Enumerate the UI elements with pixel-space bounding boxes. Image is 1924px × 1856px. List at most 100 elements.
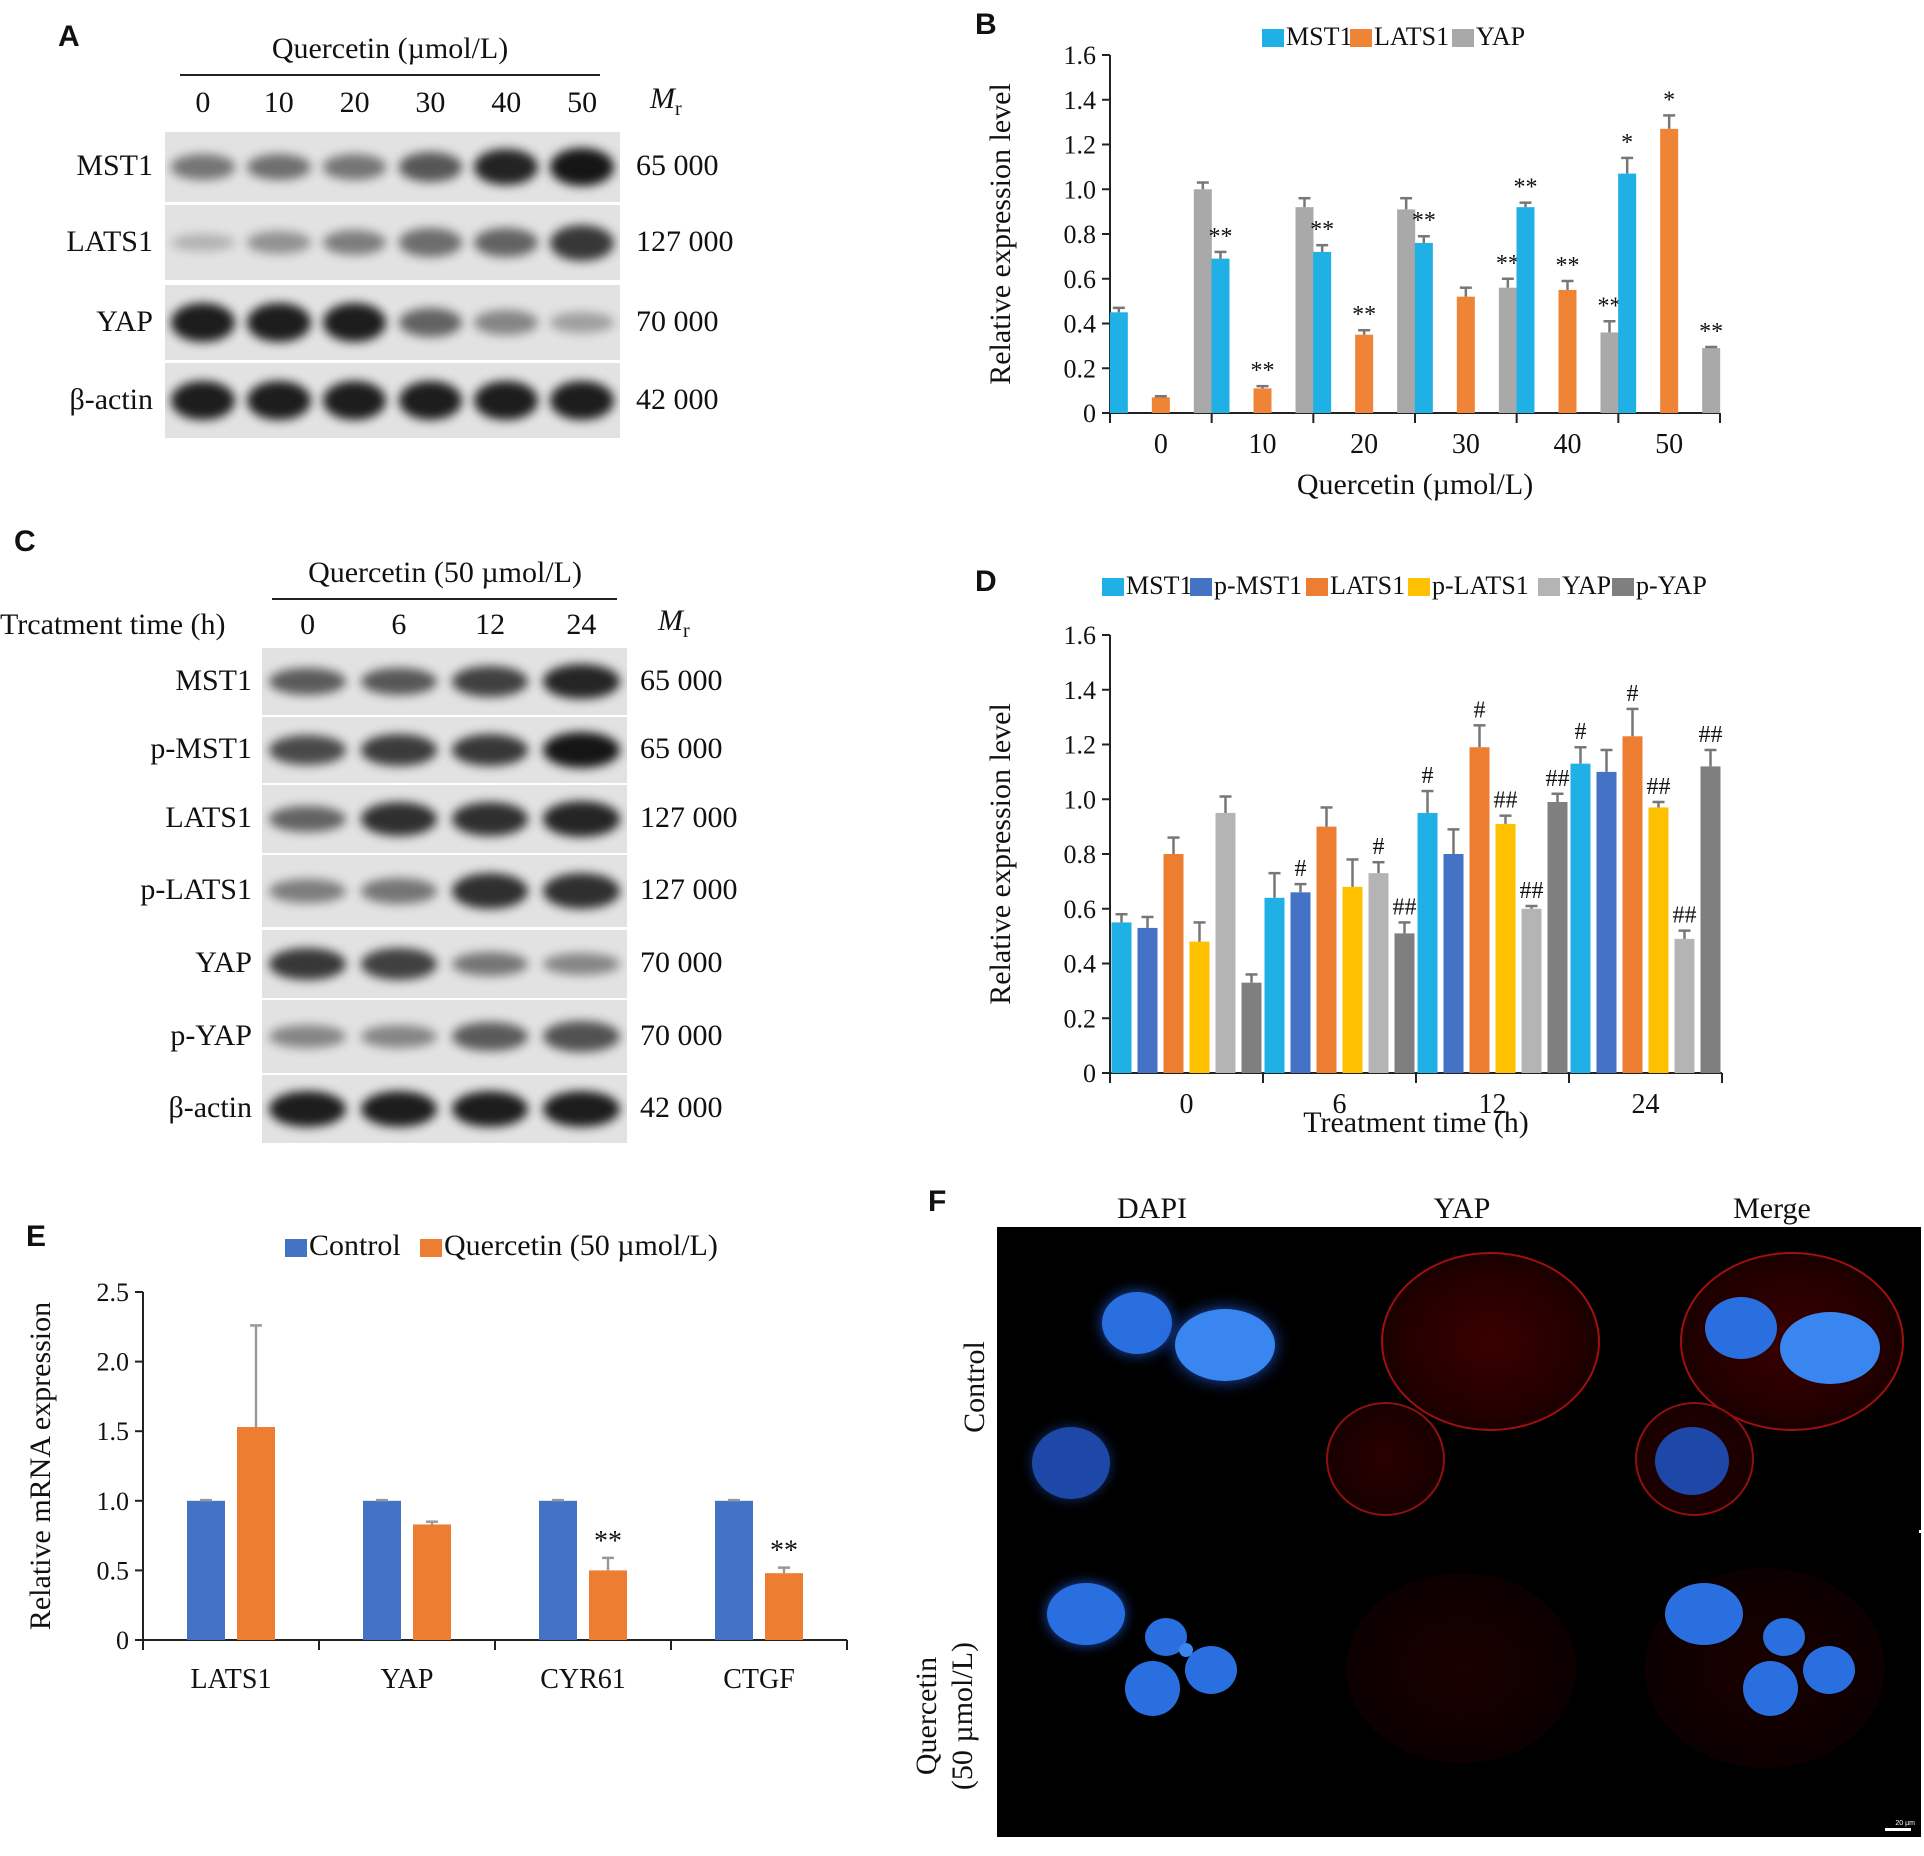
wb-c-mw-label: 65 000 xyxy=(640,663,723,697)
significance-mark: ** xyxy=(1352,302,1376,328)
wb-c-band xyxy=(543,664,620,699)
wb-a-band xyxy=(550,147,614,187)
bar-mst1 xyxy=(1417,812,1438,1073)
y-tick-label: 1.0 xyxy=(1064,785,1097,814)
bar-yap xyxy=(1215,812,1236,1073)
nucleus xyxy=(1655,1427,1729,1495)
x-tick-label: 0 xyxy=(1180,1089,1194,1120)
wb-c-band xyxy=(451,734,529,766)
blot-c-mr-label: Mr xyxy=(658,604,690,642)
legend-swatch xyxy=(420,1239,442,1257)
significance-mark: ## xyxy=(1647,774,1671,800)
wb-a-band xyxy=(398,380,463,421)
wb-a-mw-label: 65 000 xyxy=(636,149,719,182)
bar-quercetin-50-mol-l- xyxy=(765,1573,803,1640)
bar-p-lats1 xyxy=(1189,941,1210,1073)
significance-mark: * xyxy=(1663,87,1675,113)
wb-a-mw-label: 70 000 xyxy=(636,304,719,338)
significance-mark: ## xyxy=(1393,894,1417,920)
wb-c-band xyxy=(269,878,346,904)
nucleus xyxy=(1665,1583,1743,1645)
blot-c-title-underline xyxy=(272,598,617,600)
wb-c-band xyxy=(451,666,529,697)
x-tick-label: 0 xyxy=(1154,429,1168,460)
y-tick-label: 1.5 xyxy=(97,1417,130,1446)
wb-c-row-label: p-LATS1 xyxy=(140,873,252,906)
bar-yap xyxy=(1295,207,1314,413)
chart-d: 00.20.40.60.81.01.21.41.60 6####12#######… xyxy=(984,571,1723,1139)
wb-a-band xyxy=(398,152,463,182)
x-tick-label: 12 xyxy=(1479,1089,1507,1120)
legend-label: LATS1 xyxy=(1374,22,1449,51)
cell-quercetin-yap xyxy=(1306,1533,1612,1837)
x-tick-label: CYR61 xyxy=(540,1664,626,1695)
wb-a-blot-strip xyxy=(165,205,620,280)
y-tick-label: 0.4 xyxy=(1064,310,1097,339)
legend-swatch xyxy=(1190,578,1212,596)
cell-quercetin-dapi xyxy=(997,1533,1303,1837)
wb-c-band xyxy=(543,953,620,975)
wb-c-band xyxy=(269,947,346,981)
wb-a-blot-strip xyxy=(165,285,620,360)
significance-mark: ** xyxy=(1514,175,1538,201)
wb-a-band xyxy=(246,231,311,254)
wb-c-band xyxy=(543,1090,620,1128)
row-label-control: Control xyxy=(958,1341,991,1433)
nucleus xyxy=(1763,1618,1805,1656)
wb-c-band xyxy=(543,801,620,837)
wb-c-band xyxy=(360,1024,438,1049)
wb-a-band xyxy=(171,233,235,252)
nucleus xyxy=(1803,1646,1855,1694)
significance-mark: ** xyxy=(1209,224,1233,250)
wb-a-lane-label: 10 xyxy=(263,86,294,119)
bar-lats1 xyxy=(1316,826,1337,1073)
microscopy-grid: 20 µm xyxy=(997,1227,1921,1837)
legend-label: YAP xyxy=(1562,571,1611,600)
wb-c-row-label: p-YAP xyxy=(170,1018,252,1052)
wb-c-band xyxy=(360,1090,438,1128)
wb-c-lane-label: 6 xyxy=(391,608,407,641)
bar-yap xyxy=(1193,189,1212,413)
legend-swatch xyxy=(1350,29,1372,47)
wb-a-band xyxy=(246,302,311,343)
significance-mark: ** xyxy=(1556,253,1580,279)
bar-p-mst1 xyxy=(1443,854,1464,1073)
y-tick-label: 0 xyxy=(1083,399,1096,428)
panel-label-d: D xyxy=(975,565,997,598)
bar-p-mst1 xyxy=(1290,892,1311,1073)
microscopy-panel-f: DAPI YAP Merge Control Quercetin (50 µmol… xyxy=(910,1180,1921,1840)
significance-mark: ## xyxy=(1546,766,1570,792)
y-tick-label: 0 xyxy=(1083,1059,1096,1088)
nucleus xyxy=(1032,1427,1110,1499)
blot-c-time-label: Trcatment time (h) xyxy=(0,608,226,641)
blot-c-title: Quercetin (50 µmol/L) xyxy=(308,556,582,589)
bar-control xyxy=(363,1500,401,1640)
bar-p-mst1 xyxy=(1137,927,1158,1073)
wb-a-band xyxy=(322,229,387,256)
y-tick-label: 1.4 xyxy=(1064,86,1097,115)
wb-a-band xyxy=(246,380,311,421)
cytoplasm-stain xyxy=(1635,1402,1754,1516)
nucleus xyxy=(1179,1643,1193,1657)
wb-c-band xyxy=(360,878,438,904)
bar-p-lats1 xyxy=(1342,886,1363,1073)
y-axis-title: Relative mRNA expression xyxy=(24,1302,57,1630)
significance-mark: ** xyxy=(1699,319,1723,345)
significance-mark: ** xyxy=(1310,217,1334,243)
bar-mst1 xyxy=(1618,173,1637,413)
bar-mst1 xyxy=(1111,922,1132,1073)
bar-p-lats1 xyxy=(1495,823,1516,1073)
wb-c-band xyxy=(451,802,529,836)
wb-c-row-label: β-actin xyxy=(168,1091,252,1124)
bar-p-yap xyxy=(1547,801,1568,1073)
wb-c-mw-label: 70 000 xyxy=(640,1018,723,1052)
legend-swatch xyxy=(1306,578,1328,596)
legend-label: MST1 xyxy=(1286,22,1352,51)
significance-mark: ** xyxy=(770,1536,798,1567)
wb-c-band xyxy=(451,1021,529,1052)
wb-a-band xyxy=(474,227,539,258)
significance-mark: ** xyxy=(1496,251,1520,277)
wb-c-row-label: YAP xyxy=(195,946,252,979)
wb-a-lane-label: 50 xyxy=(567,86,598,119)
x-tick-label: 24 xyxy=(1632,1089,1660,1120)
